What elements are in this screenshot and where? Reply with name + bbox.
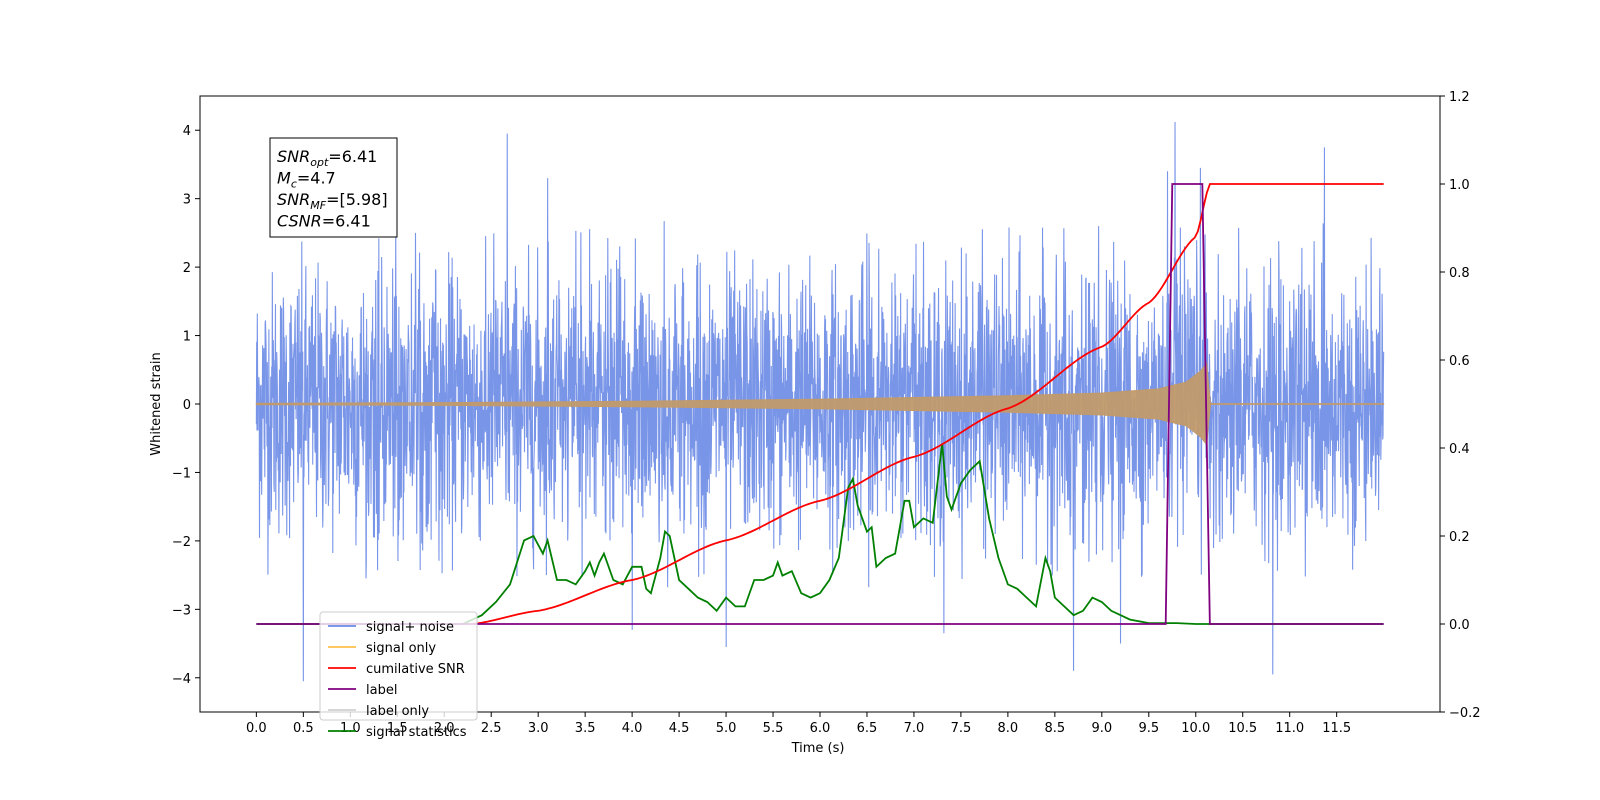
y-tick-label: −4	[172, 672, 191, 687]
annotation-frame	[269, 137, 398, 238]
y-axis-label: Whitened strain	[149, 352, 164, 455]
x-tick-label: 7.0	[904, 721, 925, 736]
legend-label: signal statistics	[366, 725, 467, 740]
y-tick-label: 2	[183, 261, 191, 276]
x-tick-label: 8.5	[1045, 721, 1066, 736]
x-axis-label: Time (s)	[791, 741, 845, 756]
y2-tick-label: 0.8	[1449, 266, 1470, 281]
x-tick-label: 6.5	[857, 721, 878, 736]
annotation-value: =4.7	[297, 169, 336, 188]
annotation-line: CSNR=6.41	[277, 212, 371, 231]
annotation-symbol: M	[277, 169, 291, 188]
annotation-value: =[5.98]	[326, 190, 388, 209]
annotation-symbol: SNR	[277, 190, 310, 209]
x-tick-label: 0.0	[246, 721, 267, 736]
y-tick-label: 3	[183, 193, 191, 208]
annotation-line: SNRopt=6.41	[277, 147, 377, 169]
y-axis-left: 4 3 2 1 0 −1 −2 −3 −4	[172, 124, 200, 687]
legend-label: signal+ noise	[366, 620, 454, 635]
y-tick-label: −3	[172, 603, 191, 618]
x-tick-label: 11.0	[1275, 721, 1304, 736]
series-cumulative-snr-line	[472, 183, 1384, 625]
x-tick-label: 0.5	[293, 721, 314, 736]
x-tick-label: 10.0	[1181, 721, 1210, 736]
legend: signal+ noise signal only cumilative SNR la…	[319, 611, 478, 740]
x-tick-label: 8.0	[998, 721, 1019, 736]
y2-tick-label: −0.2	[1449, 706, 1481, 721]
y2-tick-label: 0.6	[1449, 354, 1470, 369]
x-tick-label: 11.5	[1322, 721, 1351, 736]
y2-tick-label: 0.2	[1449, 530, 1470, 545]
y2-tick-label: 1.2	[1449, 90, 1470, 105]
y2-tick-label: 0.0	[1449, 618, 1470, 633]
legend-label: signal only	[366, 641, 436, 656]
series-signal-only-band	[255, 362, 1385, 446]
annotation-line: Mc=4.7	[277, 169, 336, 191]
annotation-value: =6.41	[328, 147, 377, 166]
y-tick-label: 0	[183, 398, 191, 413]
series-signal-statistics-line	[256, 443, 1384, 625]
x-tick-label: 9.0	[1091, 721, 1112, 736]
annotation-subscript: c	[291, 178, 297, 191]
annotation-value: =6.41	[322, 212, 371, 231]
y2-tick-label: 0.4	[1449, 442, 1470, 457]
legend-label: label only	[366, 704, 429, 719]
legend-label: label	[366, 683, 397, 698]
y-tick-label: −2	[172, 535, 191, 550]
x-tick-label: 5.5	[763, 721, 784, 736]
annotation-line: SNRMF=[5.98]	[277, 190, 388, 212]
x-tick-label: 6.0	[810, 721, 831, 736]
annotation-subscript: MF	[310, 199, 326, 212]
series-layer	[255, 122, 1385, 682]
x-tick-label: 3.5	[575, 721, 596, 736]
legend-label: cumilative SNR	[366, 662, 465, 677]
y-tick-label: 1	[183, 330, 191, 345]
x-tick-label: 4.0	[622, 721, 643, 736]
legend-frame	[319, 611, 478, 721]
y-tick-label: −1	[172, 466, 191, 481]
x-tick-label: 4.5	[669, 721, 690, 736]
x-tick-label: 1.5	[387, 721, 408, 736]
series-label-line	[256, 183, 1384, 625]
x-tick-label: 7.5	[951, 721, 972, 736]
x-tick-label: 3.0	[528, 721, 549, 736]
x-tick-label: 2.5	[481, 721, 502, 736]
annotation-subscript: opt	[310, 156, 329, 169]
x-tick-label: 9.5	[1138, 721, 1159, 736]
annotation-symbol: SNR	[277, 147, 310, 166]
x-tick-label: 2.0	[434, 721, 455, 736]
annotation-symbol: CSNR	[277, 212, 322, 231]
y-axis-right: 1.2 1.0 0.8 0.6 0.4 0.2 0.0 −0.2	[1440, 90, 1481, 721]
y-tick-label: 4	[183, 124, 191, 139]
y2-tick-label: 1.0	[1449, 178, 1470, 193]
x-axis: 0.0 0.5 1.0 1.5 2.0 2.5 3.0 3.5 4.0 4.5 5.0 5.5 6.0 6…	[246, 712, 1351, 736]
x-tick-label: 10.5	[1228, 721, 1257, 736]
x-tick-label: 1.0	[340, 721, 361, 736]
x-tick-label: 5.0	[716, 721, 737, 736]
